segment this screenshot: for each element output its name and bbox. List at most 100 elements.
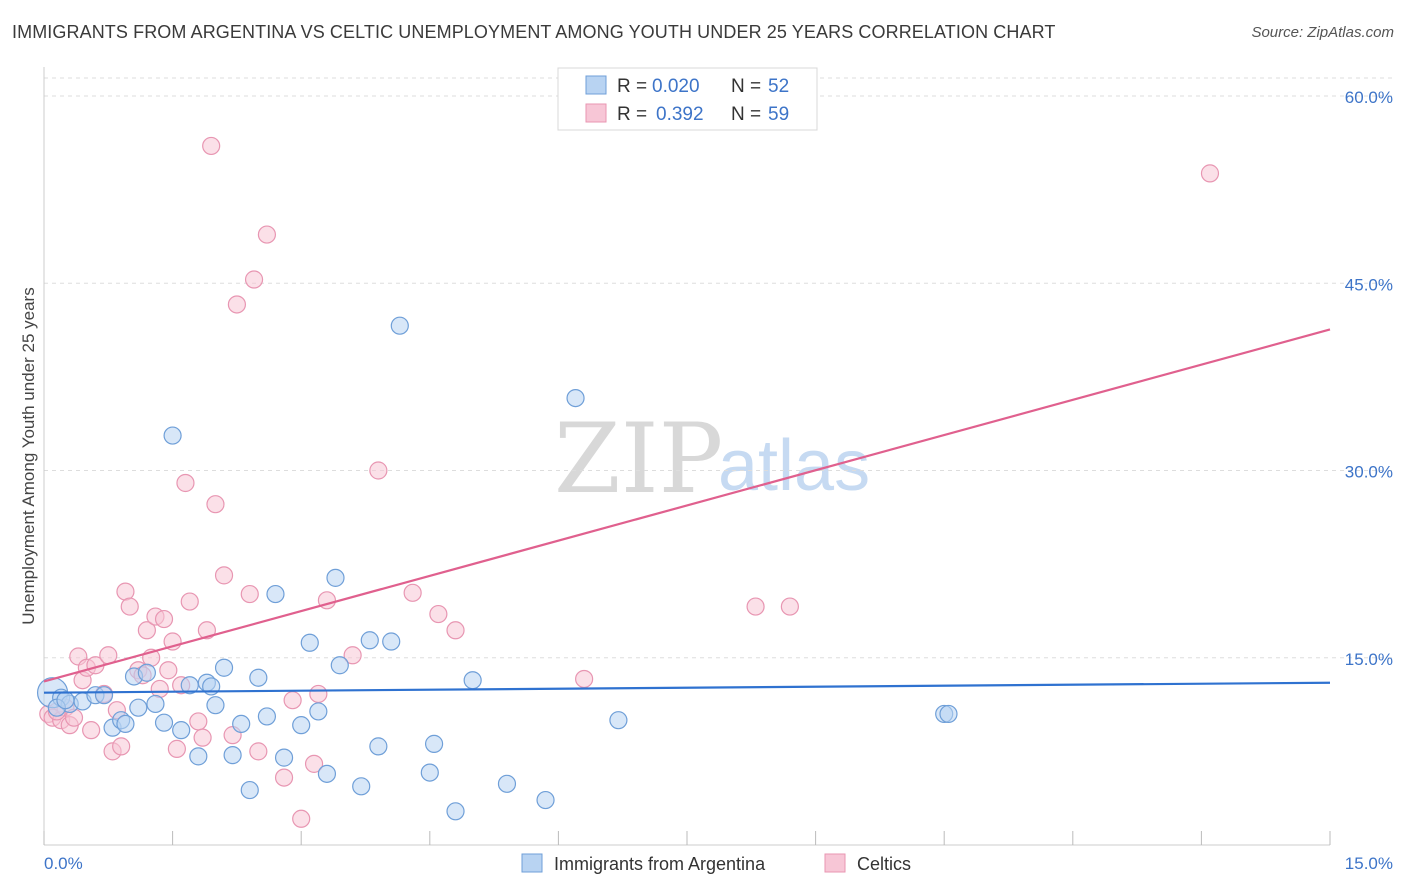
celtics-point	[120, 597, 139, 616]
celtics-point	[197, 621, 216, 640]
argentina-point	[189, 747, 208, 766]
argentina-point	[56, 691, 75, 710]
argentina-point	[300, 633, 319, 652]
celtics-point	[227, 295, 246, 314]
legend-bottom-label-argentina: Immigrants from Argentina	[554, 854, 766, 874]
trend-line-argentina	[43, 681, 1331, 694]
legend-bottom-swatch-celtics	[824, 853, 846, 873]
argentina-point	[463, 671, 482, 690]
argentina-point	[609, 711, 628, 730]
x-tick-label-min: 0.0%	[44, 854, 83, 873]
celtics-point	[150, 679, 169, 699]
argentina-point	[223, 746, 242, 765]
legend-r-value-pink: 0.392	[656, 104, 704, 125]
argentina-point	[309, 702, 328, 721]
celtics-point	[292, 809, 311, 828]
celtics-point	[283, 691, 302, 710]
legend-n-label-pink: N =	[731, 104, 761, 125]
y-tick-label: 45.0%	[1345, 275, 1393, 294]
celtics-point	[249, 742, 268, 761]
argentina-point	[146, 694, 165, 714]
celtics-point	[82, 721, 101, 740]
argentina-point	[257, 707, 277, 726]
argentina-point	[154, 713, 174, 732]
celtics-point	[446, 621, 465, 640]
argentina-point	[369, 737, 388, 756]
argentina-point	[566, 388, 585, 408]
celtics-point	[180, 592, 199, 611]
celtics-point	[343, 646, 362, 665]
y-tick-labels: 15.0% 30.0% 45.0% 60.0%	[1345, 88, 1393, 669]
y-tick-label: 15.0%	[1345, 650, 1393, 669]
argentina-point	[232, 714, 251, 734]
argentina-point	[172, 721, 191, 740]
watermark-zip: ZIP	[554, 403, 723, 515]
argentina-point	[129, 698, 148, 717]
argentina-point	[360, 631, 379, 650]
celtics-point	[176, 473, 195, 493]
celtics-point	[112, 737, 131, 756]
celtics-point	[244, 270, 264, 289]
legend-r-label-pink: R =	[617, 104, 647, 125]
argentina-point	[240, 780, 259, 800]
argentina-point	[249, 668, 268, 687]
argentina-point	[116, 714, 135, 734]
celtics-point	[116, 582, 135, 601]
legend-swatch-pink	[585, 103, 607, 123]
argentina-point	[274, 748, 294, 767]
celtics-point	[137, 621, 156, 640]
argentina-point	[446, 802, 465, 821]
legend-series: Immigrants from Argentina Celtics	[521, 853, 911, 874]
trend-line-celtics	[43, 328, 1331, 683]
y-axis-title: Unemployment Among Youth under 25 years	[19, 287, 38, 624]
x-axis-ticks	[43, 831, 1331, 845]
argentina-point	[326, 568, 345, 587]
chart-title: IMMIGRANTS FROM ARGENTINA VS CELTIC UNEM…	[12, 22, 1056, 42]
series-argentina-points	[36, 316, 958, 821]
legend-r-label-blue: R =	[617, 76, 647, 97]
legend-bottom-swatch-argentina	[521, 853, 543, 873]
argentina-point	[206, 696, 225, 715]
legend-stats: R = 0.020 N = 52 R = 0.392 N = 59	[557, 67, 818, 131]
celtics-point	[780, 597, 799, 616]
argentina-point	[420, 763, 439, 782]
argentina-point	[382, 632, 401, 651]
argentina-point	[390, 316, 409, 335]
legend-n-value-blue: 52	[768, 76, 789, 97]
celtics-point	[159, 661, 178, 680]
source-label: Source: ZipAtlas.com	[1251, 24, 1394, 41]
argentina-point	[352, 777, 371, 796]
celtics-point	[309, 684, 328, 704]
argentina-point	[424, 734, 444, 753]
watermark-atlas: atlas	[718, 426, 870, 506]
celtics-point	[154, 609, 174, 629]
celtics-point	[193, 728, 212, 747]
celtics-point	[746, 597, 765, 616]
argentina-point	[317, 764, 337, 783]
legend-bottom-label-celtics: Celtics	[857, 854, 911, 874]
legend-swatch-blue	[585, 75, 607, 95]
celtics-point	[429, 604, 448, 624]
celtics-point	[575, 669, 594, 689]
celtics-point	[369, 461, 388, 480]
argentina-point	[94, 686, 114, 705]
celtics-point	[214, 566, 234, 585]
argentina-point	[292, 716, 311, 735]
celtics-point	[206, 495, 225, 514]
celtics-point	[240, 584, 259, 604]
celtics-point	[189, 712, 208, 731]
celtics-point	[1200, 164, 1220, 183]
x-tick-label-max: 15.0%	[1345, 854, 1393, 873]
argentina-point	[330, 656, 349, 675]
argentina-point	[536, 790, 555, 810]
argentina-point	[266, 584, 285, 604]
y-tick-label: 60.0%	[1345, 88, 1393, 107]
argentina-point	[939, 704, 958, 724]
celtics-point	[257, 225, 277, 244]
celtics-point	[304, 754, 324, 773]
legend-n-value-pink: 59	[768, 104, 789, 125]
celtics-point	[167, 739, 186, 758]
argentina-point	[214, 658, 234, 677]
argentina-point	[497, 774, 517, 793]
